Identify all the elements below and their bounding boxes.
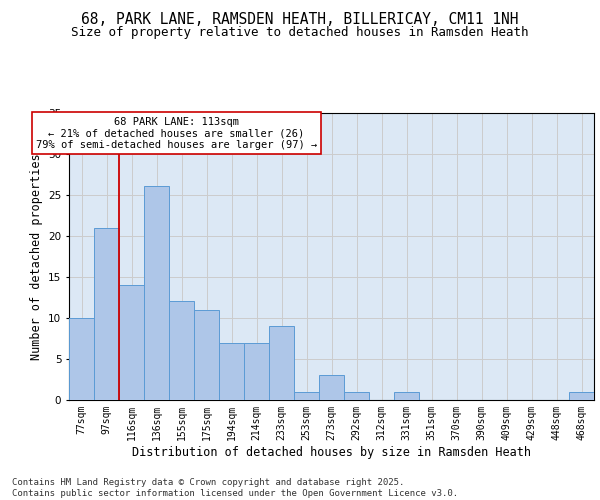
Text: 68 PARK LANE: 113sqm
← 21% of detached houses are smaller (26)
79% of semi-detac: 68 PARK LANE: 113sqm ← 21% of detached h…	[36, 116, 317, 150]
Bar	[144, 186, 169, 400]
Bar	[319, 376, 344, 400]
Bar	[569, 392, 594, 400]
Y-axis label: Number of detached properties: Number of detached properties	[29, 153, 43, 360]
Bar	[294, 392, 319, 400]
Bar	[169, 302, 194, 400]
Text: 68, PARK LANE, RAMSDEN HEATH, BILLERICAY, CM11 1NH: 68, PARK LANE, RAMSDEN HEATH, BILLERICAY…	[81, 12, 519, 28]
Bar	[94, 228, 119, 400]
Text: Size of property relative to detached houses in Ramsden Heath: Size of property relative to detached ho…	[71, 26, 529, 39]
Text: Contains HM Land Registry data © Crown copyright and database right 2025.
Contai: Contains HM Land Registry data © Crown c…	[12, 478, 458, 498]
Bar	[194, 310, 219, 400]
Bar	[219, 342, 244, 400]
Bar	[344, 392, 369, 400]
Bar	[119, 285, 144, 400]
X-axis label: Distribution of detached houses by size in Ramsden Heath: Distribution of detached houses by size …	[132, 446, 531, 458]
Bar	[394, 392, 419, 400]
Bar	[69, 318, 94, 400]
Bar	[244, 342, 269, 400]
Bar	[269, 326, 294, 400]
